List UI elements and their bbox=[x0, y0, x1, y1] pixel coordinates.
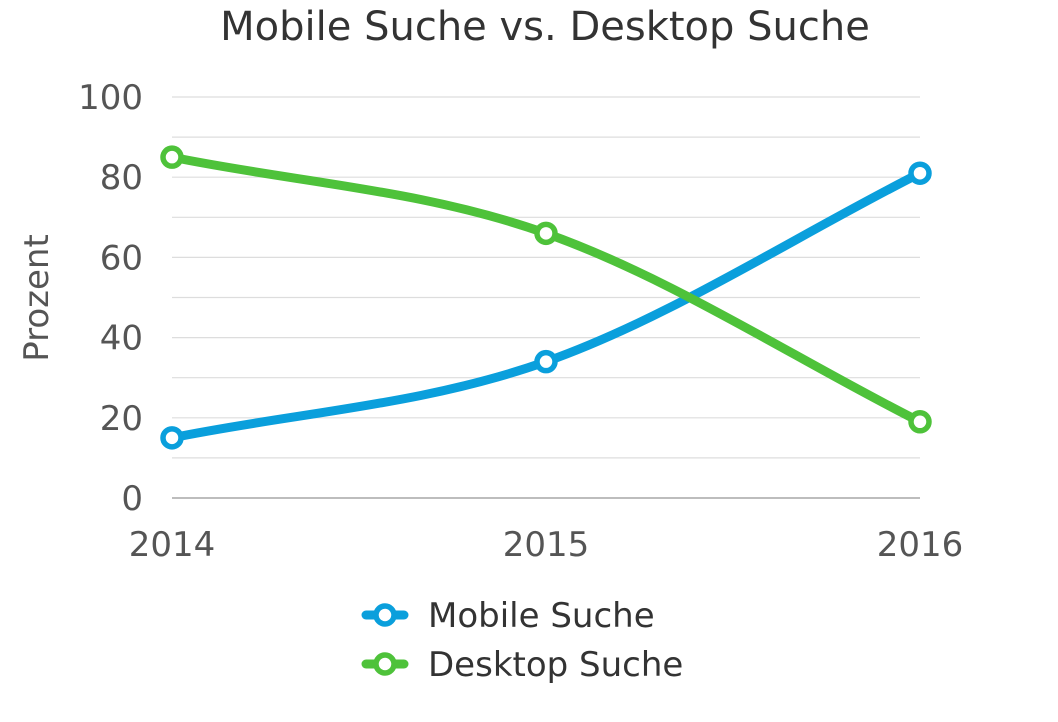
legend-swatch-marker bbox=[373, 603, 397, 627]
data-point bbox=[908, 161, 932, 185]
y-tick-label: 60 bbox=[100, 238, 143, 278]
data-point bbox=[534, 221, 558, 246]
y-tick-label: 20 bbox=[100, 399, 143, 439]
legend-swatch-marker bbox=[373, 652, 397, 676]
x-axis-ticks: 2014 2015 2016 bbox=[129, 525, 964, 565]
data-point bbox=[160, 145, 184, 169]
y-tick-label: 100 bbox=[78, 78, 143, 118]
x-tick-label: 2016 bbox=[877, 525, 964, 565]
legend-label: Mobile Suche bbox=[428, 596, 655, 636]
legend-label: Desktop Suche bbox=[428, 645, 683, 685]
y-tick-label: 80 bbox=[100, 158, 143, 198]
legend: Mobile Suche Desktop Suche bbox=[361, 596, 683, 685]
gridlines bbox=[172, 96, 920, 499]
series-line-0 bbox=[167, 168, 925, 443]
data-point bbox=[908, 410, 932, 434]
data-point bbox=[534, 349, 558, 374]
data-points bbox=[160, 145, 932, 450]
y-tick-label: 40 bbox=[100, 319, 143, 359]
y-tick-label: 0 bbox=[121, 479, 143, 519]
x-tick-label: 2015 bbox=[503, 525, 590, 565]
x-tick-label: 2014 bbox=[129, 525, 216, 565]
y-axis-label: Prozent bbox=[17, 234, 57, 362]
chart-title: Mobile Suche vs. Desktop Suche bbox=[220, 4, 870, 50]
data-point bbox=[160, 426, 184, 450]
y-axis-ticks: 0 20 40 60 80 100 bbox=[78, 78, 143, 519]
series-line-1 bbox=[167, 152, 925, 427]
